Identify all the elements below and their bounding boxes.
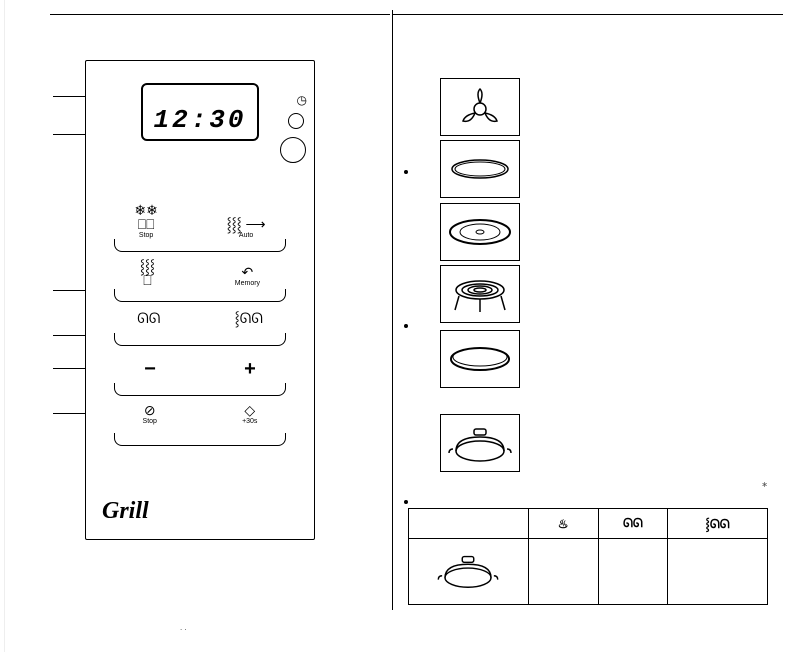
microwave-button[interactable]: ᘏᘏ <box>137 311 160 326</box>
faint-edge <box>4 0 5 652</box>
row-defrost-autocook: ❄︎❄︎⎕⎕ Stop ⸾⸾⸾ ⟶ Auto <box>100 203 300 239</box>
bullet-2 <box>404 324 408 328</box>
row1-left-label: Stop <box>134 232 157 239</box>
acc-grill-rack <box>440 265 520 323</box>
row4-bar <box>114 383 286 396</box>
coupler-icon <box>445 83 515 131</box>
steamer-cell-icon <box>433 547 503 593</box>
td-micro <box>598 539 668 605</box>
stop-button[interactable]: ⊘ Stop <box>143 403 157 425</box>
microwave-icon: ᘏᘏ <box>623 516 643 530</box>
rule-right <box>393 14 783 15</box>
acc-ring <box>440 140 520 198</box>
leader-2 <box>53 134 85 135</box>
crisp-plate-icon <box>445 335 515 383</box>
accessory-table: ♨ ᘏᘏ ⸾ᘏᘏ <box>408 508 768 605</box>
table-header-row: ♨ ᘏᘏ ⸾ᘏᘏ <box>409 509 768 539</box>
autocook-button[interactable]: ⸾⸾⸾ ⟶ Auto <box>227 217 266 239</box>
leader-4 <box>53 335 85 336</box>
display-time: 12:30 <box>153 107 246 139</box>
clock-icon: ◷ <box>297 93 307 107</box>
td-combi <box>668 539 768 605</box>
row-micro-combi: ᘏᘏ ⸾ᘏᘏ <box>100 311 300 326</box>
acc-crisp-plate <box>440 330 520 388</box>
grill-rack-icon <box>445 270 515 318</box>
row1-bar <box>114 239 286 252</box>
start-button[interactable]: ◇ +30s <box>242 403 257 425</box>
minus-glyph: − <box>144 358 156 380</box>
ring-icon <box>445 145 515 193</box>
leader-6 <box>53 413 85 414</box>
steam-button[interactable]: ⸾⸾⸾⎕ <box>140 259 155 287</box>
table-row <box>409 539 768 605</box>
clock-button[interactable] <box>288 113 304 129</box>
page-divider <box>392 10 393 610</box>
th-micro: ᘏᘏ <box>598 509 668 539</box>
leader-1 <box>53 96 85 97</box>
display-lcd: 12:30 <box>141 83 259 141</box>
leader-5 <box>53 368 85 369</box>
td-steam <box>528 539 598 605</box>
row3-bar <box>114 333 286 346</box>
combi-button[interactable]: ⸾ᘏᘏ <box>235 311 263 326</box>
steamer-icon <box>445 419 515 467</box>
acc-steamer <box>440 414 520 472</box>
plus-glyph: + <box>244 358 256 380</box>
control-panel: 12:30 ◷ ❄︎❄︎⎕⎕ Stop ⸾⸾⸾ ⟶ Auto ⸾⸾⸾⎕ ↶ Me… <box>85 60 315 540</box>
row5-right-label: +30s <box>242 418 257 425</box>
row-steam-memory: ⸾⸾⸾⎕ ↶ Memory <box>100 259 300 287</box>
page: 12:30 ◷ ❄︎❄︎⎕⎕ Stop ⸾⸾⸾ ⟶ Auto ⸾⸾⸾⎕ ↶ Me… <box>0 0 788 652</box>
row2-bar <box>114 289 286 302</box>
combi-icon: ⸾ᘏᘏ <box>706 517 730 531</box>
row3-right-glyph: ⸾ᘏᘏ <box>235 310 263 326</box>
leader-3 <box>53 290 85 291</box>
plus-button[interactable]: + <box>244 359 256 379</box>
asterisk-mark: ∗ <box>761 480 768 489</box>
acc-turntable <box>440 203 520 261</box>
minus-button[interactable]: − <box>144 359 156 379</box>
th-combi: ⸾ᘏᘏ <box>668 509 768 539</box>
th-steam: ♨ <box>528 509 598 539</box>
dial-knob[interactable] <box>280 137 306 163</box>
row1-right-label: Auto <box>227 232 266 239</box>
th-accessory <box>409 509 529 539</box>
acc-coupler <box>440 78 520 136</box>
row3-left-glyph: ᘏᘏ <box>137 310 160 326</box>
row5-left-label: Stop <box>143 418 157 425</box>
bullet-3 <box>404 500 408 504</box>
row-stop-start: ⊘ Stop ◇ +30s <box>100 403 300 425</box>
td-steamer-pic <box>409 539 529 605</box>
turntable-icon <box>445 208 515 256</box>
bullet-1 <box>404 170 408 174</box>
row5-bar <box>114 433 286 446</box>
row2-right-label: Memory <box>235 280 260 287</box>
defrost-button[interactable]: ❄︎❄︎⎕⎕ Stop <box>134 203 157 239</box>
brand-label: Grill <box>102 498 149 525</box>
rule-left <box>50 14 390 15</box>
row-minus-plus: − + <box>100 359 300 379</box>
small-mark: . . <box>180 623 187 632</box>
memory-button[interactable]: ↶ Memory <box>235 265 260 287</box>
steam-icon: ♨ <box>558 517 569 531</box>
